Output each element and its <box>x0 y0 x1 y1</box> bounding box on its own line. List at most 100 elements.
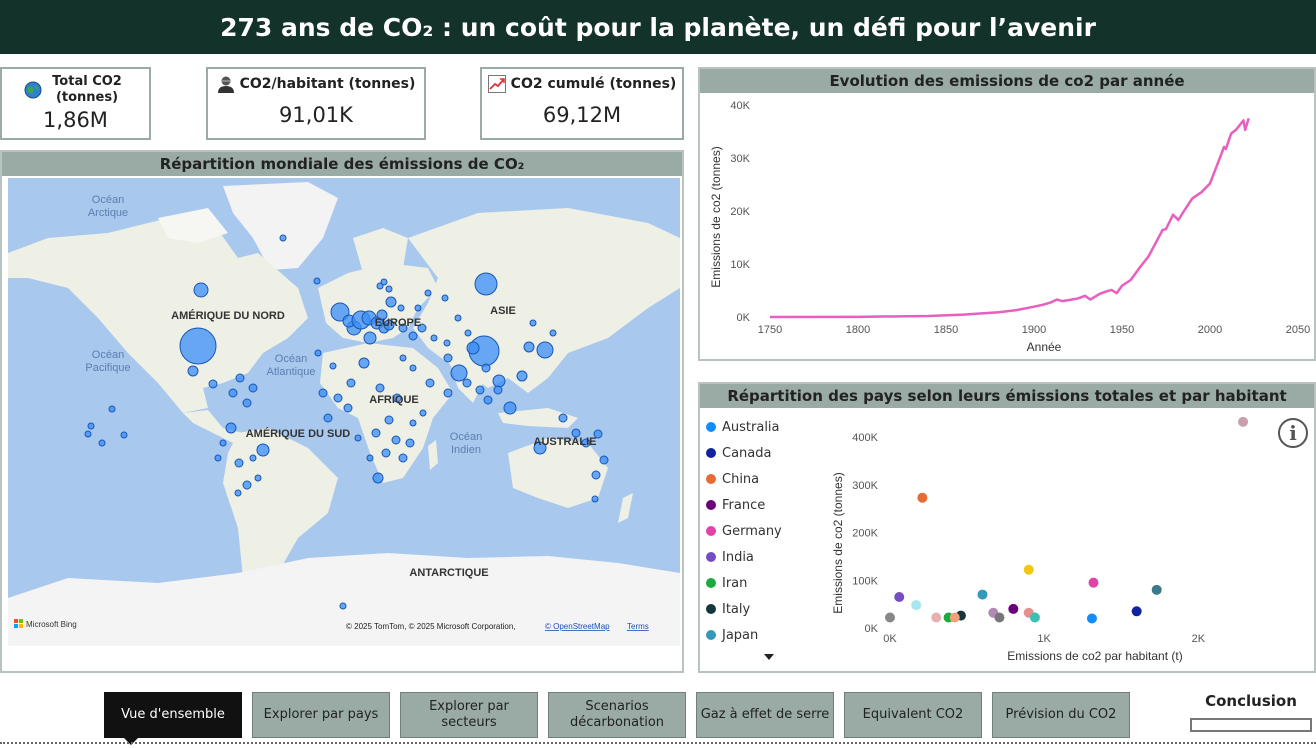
map-bubble[interactable] <box>399 354 407 362</box>
map-bubble[interactable] <box>409 364 417 372</box>
map-bubble[interactable] <box>558 413 568 423</box>
map-bubble[interactable] <box>87 422 95 430</box>
map-bubble[interactable] <box>235 373 245 383</box>
map-bubble[interactable] <box>443 339 451 347</box>
map-bubble[interactable] <box>454 314 462 322</box>
map-bubble[interactable] <box>376 282 384 290</box>
map-bubble[interactable] <box>84 430 92 438</box>
map-bubble[interactable] <box>279 234 287 242</box>
map-bubble[interactable] <box>363 331 377 345</box>
scatter-point[interactable] <box>1023 564 1034 575</box>
map-bubble[interactable] <box>179 327 217 365</box>
map-bubble[interactable] <box>599 455 609 465</box>
map-bubble[interactable] <box>354 434 362 442</box>
map-bubble[interactable] <box>591 470 601 480</box>
map-bubble[interactable] <box>366 454 374 462</box>
nav-button[interactable]: Vue d'ensemble <box>104 692 242 745</box>
map-bubble[interactable] <box>424 289 432 297</box>
map-bubble[interactable] <box>474 272 498 296</box>
map-bubble[interactable] <box>516 370 528 382</box>
map-bubble[interactable] <box>234 458 244 468</box>
map-bubble[interactable] <box>98 439 106 447</box>
map-bubble[interactable] <box>384 415 394 425</box>
world-map[interactable]: Océan Arctique Océan Pacifique Océan Atlant… <box>8 178 680 646</box>
map-bubble[interactable] <box>593 429 603 439</box>
map-bubble[interactable] <box>219 439 227 447</box>
map-bubble[interactable] <box>371 428 381 438</box>
map-bubble[interactable] <box>536 341 554 359</box>
legend-item[interactable]: Iran <box>706 570 826 596</box>
map-bubble[interactable] <box>346 378 356 388</box>
osm-link[interactable]: © OpenStreetMap <box>545 622 610 631</box>
legend-item[interactable]: Italy <box>706 596 826 622</box>
map-bubble[interactable] <box>234 489 242 497</box>
terms-link[interactable]: Terms <box>627 622 649 631</box>
map-bubble[interactable] <box>409 419 417 427</box>
legend-item[interactable]: India <box>706 544 826 570</box>
map-bubble[interactable] <box>462 378 472 388</box>
map-bubble[interactable] <box>323 413 333 423</box>
map-bubble[interactable] <box>254 474 262 482</box>
map-bubble[interactable] <box>483 395 493 405</box>
scatter-point[interactable] <box>1151 584 1162 595</box>
map-bubble[interactable] <box>242 480 252 490</box>
map-bubble[interactable] <box>318 388 328 398</box>
scatter-point[interactable] <box>1238 416 1249 427</box>
scatter-point[interactable] <box>911 600 922 611</box>
map-bubble[interactable] <box>391 435 401 445</box>
scatter-point[interactable] <box>1008 603 1019 614</box>
map-bubble[interactable] <box>242 398 252 408</box>
world-map-canvas[interactable]: Océan Arctique Océan Pacifique Océan Atlant… <box>8 178 680 646</box>
map-bubble[interactable] <box>187 365 199 377</box>
map-bubble[interactable] <box>339 602 347 610</box>
map-bubble[interactable] <box>464 329 472 337</box>
map-bubble[interactable] <box>313 277 321 285</box>
map-bubble[interactable] <box>549 329 557 337</box>
map-bubble[interactable] <box>225 422 237 434</box>
map-bubble[interactable] <box>441 294 449 302</box>
map-bubble[interactable] <box>376 309 388 321</box>
map-bubble[interactable] <box>443 353 453 363</box>
nav-button[interactable]: Prévision du CO2 <box>992 692 1130 738</box>
map-bubble[interactable] <box>375 383 385 393</box>
map-bubble[interactable] <box>249 454 257 462</box>
map-bubble[interactable] <box>408 331 418 341</box>
co2-series-line[interactable] <box>769 117 1250 319</box>
scatter-point[interactable] <box>1029 612 1040 623</box>
map-bubble[interactable] <box>120 431 128 439</box>
scatter-point[interactable] <box>1086 613 1097 624</box>
map-bubble[interactable] <box>481 363 491 373</box>
scatter-point[interactable] <box>977 589 988 600</box>
map-bubble[interactable] <box>392 393 402 403</box>
map-bubble[interactable] <box>492 374 506 388</box>
map-bubble[interactable] <box>503 401 517 415</box>
map-bubble[interactable] <box>581 438 591 448</box>
map-bubble[interactable] <box>329 362 337 370</box>
map-bubble[interactable] <box>372 472 384 484</box>
nav-button[interactable]: Equivalent CO2 <box>844 692 982 738</box>
nav-button[interactable]: Scenarios décarbonation <box>548 692 686 738</box>
scatter-point[interactable] <box>894 591 905 602</box>
legend-item[interactable]: China <box>706 466 826 492</box>
map-bubble[interactable] <box>425 378 435 388</box>
info-icon[interactable]: i <box>1278 418 1308 448</box>
map-bubble[interactable] <box>208 379 218 389</box>
scatter-point[interactable] <box>949 612 960 623</box>
map-bubble[interactable] <box>256 443 270 457</box>
map-bubble[interactable] <box>417 323 427 333</box>
map-bubble[interactable] <box>398 323 408 333</box>
nav-button[interactable]: Explorer par pays <box>252 692 390 738</box>
legend-item[interactable]: Germany <box>706 518 826 544</box>
map-bubble[interactable] <box>385 296 397 308</box>
map-bubble[interactable] <box>466 341 480 355</box>
legend-item[interactable]: Japan <box>706 622 826 648</box>
map-bubble[interactable] <box>430 334 438 342</box>
map-bubble[interactable] <box>443 388 453 398</box>
legend-item[interactable]: Australia <box>706 414 826 440</box>
map-bubble[interactable] <box>397 304 405 312</box>
scatter-chart[interactable]: 0K 100K 200K 300K 400K 0K 1K 2K Emissions de co2… <box>830 408 1310 670</box>
map-bubble[interactable] <box>493 385 503 395</box>
map-bubble[interactable] <box>385 285 393 293</box>
map-bubble[interactable] <box>333 393 343 403</box>
map-bubble[interactable] <box>450 364 468 382</box>
